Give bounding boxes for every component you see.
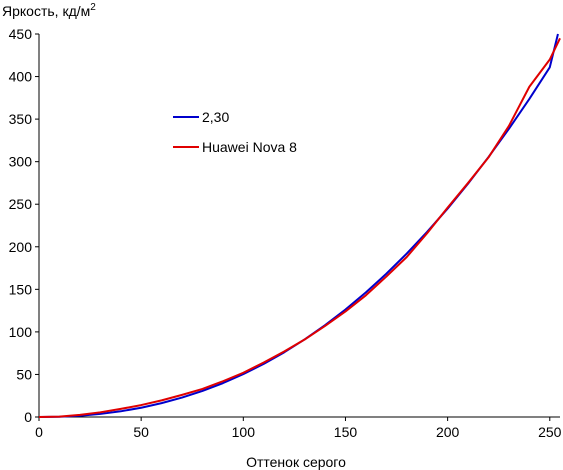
y-axis-title: Яркость, кд/м2 — [2, 2, 96, 19]
y-axis-title-text: Яркость, кд/м — [2, 3, 90, 19]
legend-label-2: Huawei Nova 8 — [202, 139, 297, 155]
legend-label-1: 2,30 — [202, 109, 229, 125]
y-tick-label: 400 — [9, 69, 33, 85]
y-tick-label: 350 — [9, 111, 33, 127]
x-tick-label: 100 — [232, 424, 256, 440]
x-axis-title: Оттенок серого — [246, 454, 346, 470]
y-tick-label: 50 — [16, 366, 32, 382]
y-tick-label: 150 — [9, 281, 33, 297]
x-tick-label: 0 — [35, 424, 43, 440]
legend: 2,30 Huawei Nova 8 — [173, 109, 297, 155]
svg-text:Яркость, кд/м2: Яркость, кд/м2 — [2, 2, 96, 19]
y-axis-title-superscript: 2 — [90, 2, 96, 13]
y-tick-label: 450 — [9, 26, 33, 42]
x-tick-label: 250 — [538, 424, 562, 440]
x-tick-label: 150 — [334, 424, 358, 440]
y-tick-label: 200 — [9, 239, 33, 255]
x-axis-ticks: 0 50 100 150 200 250 — [35, 417, 562, 440]
y-tick-label: 100 — [9, 324, 33, 340]
series-layer — [38, 33, 561, 418]
y-tick-label: 250 — [9, 196, 33, 212]
axes — [38, 34, 560, 418]
series-line-2 — [38, 37, 561, 418]
y-tick-label: 0 — [24, 409, 32, 425]
x-tick-label: 200 — [436, 424, 460, 440]
y-axis-ticks: 0 50 100 150 200 250 300 350 400 450 — [9, 26, 39, 425]
series-line-1 — [38, 33, 559, 418]
y-tick-label: 300 — [9, 154, 33, 170]
x-tick-label: 50 — [133, 424, 149, 440]
